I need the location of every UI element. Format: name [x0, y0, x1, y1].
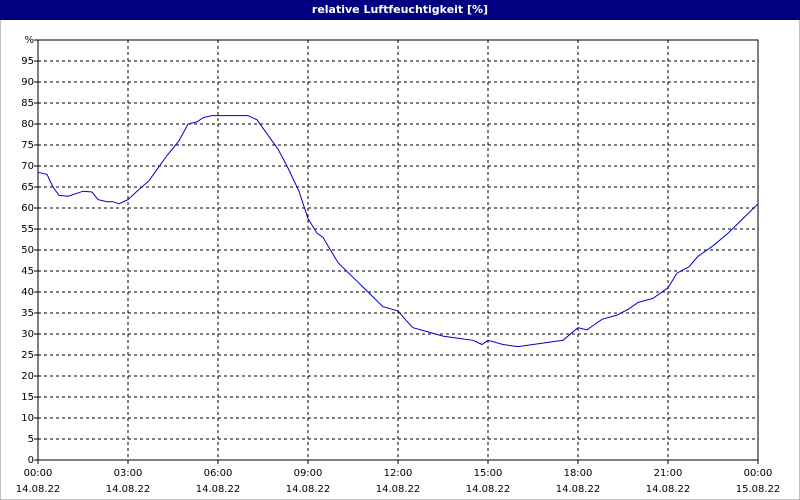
x-tick-date: 14.08.22: [106, 484, 151, 495]
y-tick-label: 60: [21, 203, 34, 214]
y-tick-label: 75: [21, 140, 34, 151]
x-tick-label: 12:00: [384, 468, 413, 479]
y-tick-label: 0: [28, 455, 34, 466]
y-tick-label: 5: [28, 434, 34, 445]
x-tick-label: 00:00: [744, 468, 773, 479]
y-tick-label: 30: [21, 329, 34, 340]
y-tick-label: 85: [21, 98, 34, 109]
title-bar: [0, 0, 800, 20]
y-tick-label: 10: [21, 413, 34, 424]
x-tick-label: 03:00: [114, 468, 143, 479]
y-tick-label: 20: [21, 371, 34, 382]
y-tick-label: 25: [21, 350, 34, 361]
y-tick-label: 45: [21, 266, 34, 277]
y-tick-label: 55: [21, 224, 34, 235]
x-tick-date: 14.08.22: [556, 484, 601, 495]
x-tick-date: 14.08.22: [646, 484, 691, 495]
x-tick-label: 18:00: [564, 468, 593, 479]
x-tick-date: 14.08.22: [376, 484, 421, 495]
y-tick-label: 95: [21, 56, 34, 67]
x-tick-label: 09:00: [294, 468, 323, 479]
x-tick-date: 15.08.22: [736, 484, 781, 495]
x-tick-label: 15:00: [474, 468, 503, 479]
line: [37, 115, 759, 348]
y-tick-label: 80: [21, 119, 34, 130]
x-tick-date: 14.08.22: [196, 484, 241, 495]
y-tick-label: 70: [21, 161, 34, 172]
y-tick-label: 90: [21, 77, 34, 88]
chart-title: relative Luftfeuchtigkeit [%]: [312, 3, 488, 16]
x-tick-date: 14.08.22: [286, 484, 331, 495]
x-tick-label: 21:00: [654, 468, 683, 479]
y-tick-label: 65: [21, 182, 34, 193]
x-tick-date: 14.08.22: [16, 484, 61, 495]
y-tick-label: 40: [21, 287, 34, 298]
x-tick-label: 00:00: [24, 468, 53, 479]
y-tick-label: 35: [21, 308, 34, 319]
x-tick-date: 14.08.22: [466, 484, 511, 495]
x-tick-label: 06:00: [204, 468, 233, 479]
y-tick-label: 15: [21, 392, 34, 403]
y-tick-label: 50: [21, 245, 34, 256]
y-tick-label: %: [24, 35, 34, 46]
